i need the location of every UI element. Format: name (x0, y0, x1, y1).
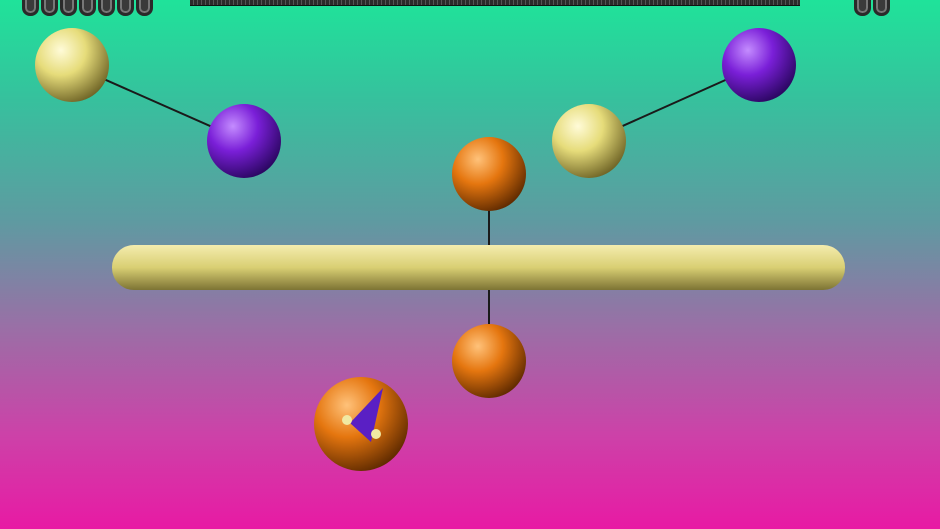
score-digit (22, 0, 39, 16)
barrier-bar (112, 245, 845, 290)
purple-ball (722, 28, 796, 102)
lives-digit (854, 0, 871, 16)
player-eye (371, 429, 381, 439)
energy-bar (190, 0, 800, 6)
yellow-ball (35, 28, 109, 102)
score-digit (79, 0, 96, 16)
purple-ball (207, 104, 281, 178)
lives-display (854, 0, 890, 16)
score-digit (117, 0, 134, 16)
score-digit (136, 0, 153, 16)
orange-ball (452, 137, 526, 211)
score-display (22, 0, 153, 16)
orange-ball (452, 324, 526, 398)
yellow-ball (552, 104, 626, 178)
player-pointer (350, 388, 383, 442)
lives-digit (873, 0, 890, 16)
score-digit (41, 0, 58, 16)
score-digit (60, 0, 77, 16)
score-digit (98, 0, 115, 16)
player-ball (314, 377, 408, 471)
player-eye (342, 415, 352, 425)
